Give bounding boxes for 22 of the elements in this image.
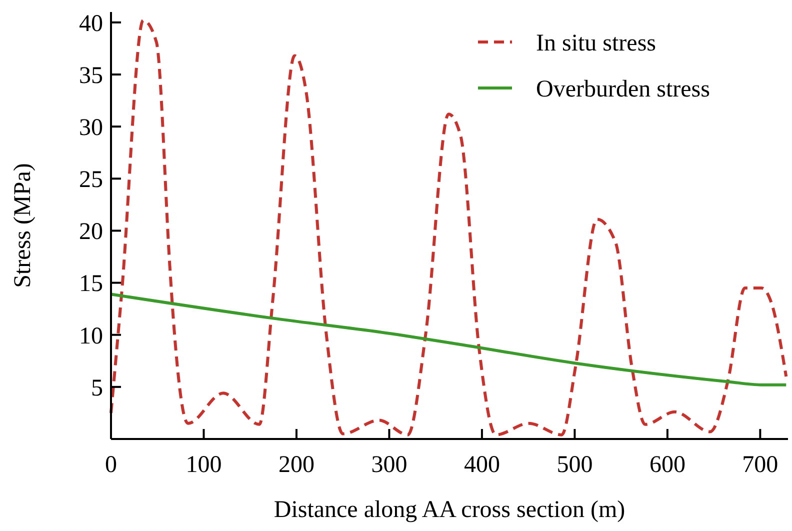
y-tick-label: 25 <box>79 167 103 194</box>
x-tick-label: 400 <box>464 452 500 478</box>
x-tick-label: 700 <box>742 452 778 478</box>
x-axis-title: Distance along AA cross section (m) <box>274 497 626 523</box>
line-series <box>110 18 788 436</box>
x-tick-label: 100 <box>186 452 222 478</box>
x-tick-label: 500 <box>556 452 593 478</box>
y-tick-label: 30 <box>79 114 103 141</box>
x-tick-label: 300 <box>371 452 408 478</box>
y-tick-label: 5 <box>91 375 103 402</box>
y-tick-label: 40 <box>79 10 103 37</box>
y-tick-label: 20 <box>79 219 103 246</box>
legend-label: In situ stress <box>536 30 656 56</box>
y-tick-label: 15 <box>79 271 103 298</box>
y-axis-title: Stress (MPa) <box>10 163 36 288</box>
y-tick-label: 35 <box>79 62 103 89</box>
x-tick-label: 0 <box>105 452 117 478</box>
x-tick-label: 600 <box>649 452 686 478</box>
y-tick-label: 10 <box>79 323 103 350</box>
legend-label: Overburden stress <box>536 76 710 102</box>
line-series <box>110 292 788 386</box>
x-tick-label: 200 <box>278 452 314 478</box>
